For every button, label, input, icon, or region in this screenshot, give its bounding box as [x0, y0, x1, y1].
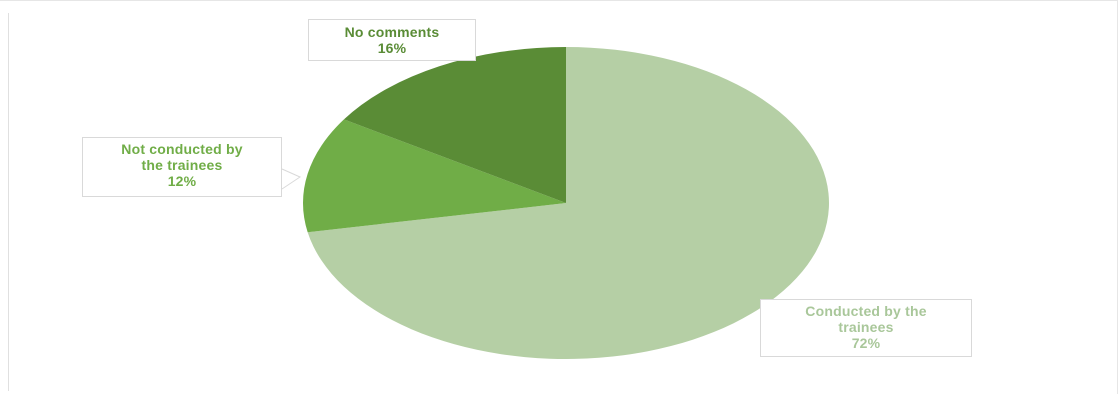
data-label-not-conducted-line2: the trainees — [141, 157, 223, 173]
data-label-conducted: Conducted by the trainees 72% — [760, 299, 972, 357]
data-label-not-conducted-value: 12% — [167, 173, 197, 189]
data-label-not-conducted-line1: Not conducted by — [121, 141, 243, 157]
pie-slice-conducted — [307, 47, 829, 359]
data-label-no-comments-value: 16% — [377, 40, 407, 56]
data-label-conducted-value: 72% — [851, 335, 881, 351]
callout-pointer-not-conducted — [281, 168, 302, 190]
left-divider — [8, 13, 9, 391]
data-label-conducted-line1: Conducted by the — [805, 303, 927, 319]
pie-slice-no-comments — [343, 47, 566, 203]
data-label-not-conducted: Not conducted by the trainees 12% — [82, 137, 282, 197]
data-label-no-comments: No comments 16% — [308, 19, 476, 61]
data-label-no-comments-line1: No comments — [344, 24, 440, 40]
data-label-conducted-line2: trainees — [838, 319, 894, 335]
pie-slice-not-conducted — [302, 119, 566, 233]
